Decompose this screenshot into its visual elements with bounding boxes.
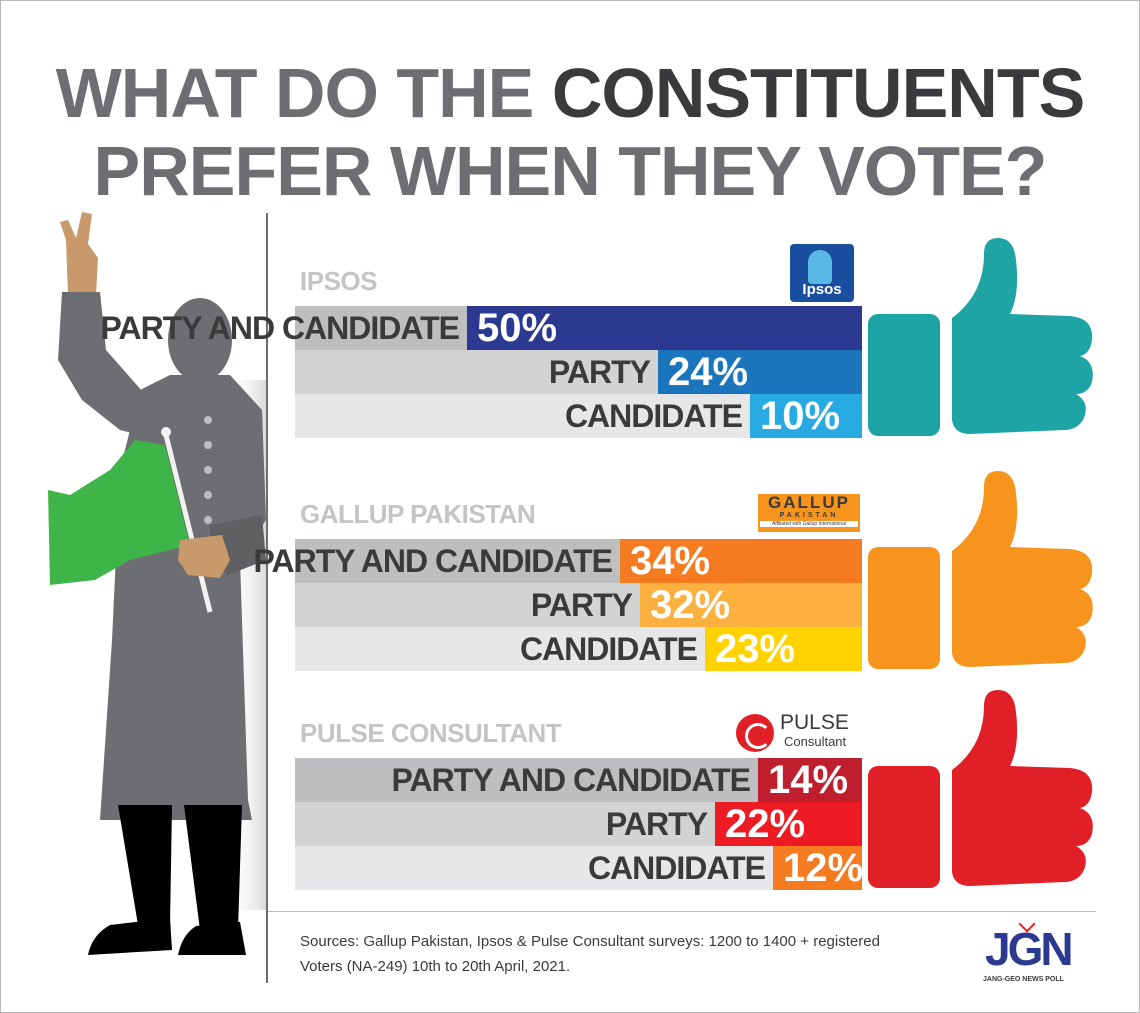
holding-hand — [178, 535, 230, 578]
thumbs-up-icon — [868, 690, 1093, 888]
bar-row: PARTY 24% — [295, 350, 862, 394]
bar — [715, 802, 862, 846]
bar — [750, 394, 862, 438]
jgn-caption: JANG-GEO NEWS POLL — [983, 976, 1064, 983]
title-line-2: PREFER WHEN THEY VOTE? — [93, 132, 1048, 210]
sources-line-2: Voters (NA-249) 10th to 20th April, 2021… — [300, 958, 571, 975]
bar-row: PARTY 32% — [295, 583, 862, 627]
sources-line-1: Sources: Gallup Pakistan, Ipsos & Pulse … — [300, 933, 880, 950]
jgn-logo: JGN JANG-GEO NEWS POLL — [983, 915, 1088, 988]
survey-label: GALLUP PAKISTAN — [300, 499, 536, 529]
bar-row: PARTY 22% — [295, 802, 862, 846]
raised-arm — [58, 292, 160, 440]
flag-pole — [163, 434, 213, 613]
category-label: CANDIDATE — [519, 631, 698, 667]
shoe — [88, 918, 172, 955]
gallup-logo: GALLUP PAKISTAN Affiliated with Gallup Int… — [758, 494, 860, 532]
trousers — [118, 805, 172, 925]
bar-row: PARTY AND CANDIDATE 34% — [254, 539, 862, 583]
value-label: 32% — [650, 583, 731, 627]
value-label: 22% — [725, 802, 806, 846]
bar — [773, 846, 862, 890]
value-label: 12% — [783, 846, 864, 890]
category-label: PARTY AND CANDIDATE — [100, 310, 460, 346]
head — [168, 298, 232, 382]
bar — [705, 627, 862, 671]
category-label: PARTY AND CANDIDATE — [391, 762, 751, 798]
category-label: PARTY — [605, 806, 708, 842]
voter-figure-illustration — [48, 212, 266, 955]
value-label: 23% — [715, 627, 796, 671]
bar — [467, 306, 862, 350]
category-label: CANDIDATE — [587, 850, 766, 886]
thumbs-up-icon — [868, 471, 1093, 669]
category-label: PARTY — [548, 354, 651, 390]
bar — [758, 758, 862, 802]
bar — [620, 539, 862, 583]
bar — [658, 350, 862, 394]
green-flag — [48, 440, 190, 585]
bar-row: PARTY AND CANDIDATE 14% — [295, 758, 862, 802]
value-label: 50% — [477, 306, 558, 350]
thumbs-up-icon — [868, 238, 1093, 436]
bar — [640, 583, 862, 627]
jgn-mark: JGN — [985, 923, 1074, 975]
category-label: PARTY AND CANDIDATE — [253, 543, 613, 579]
category-label: PARTY — [530, 587, 633, 623]
divider-horizontal — [268, 911, 1096, 912]
bar-row: CANDIDATE 23% — [295, 627, 862, 671]
coat — [100, 375, 266, 820]
value-label: 10% — [760, 394, 841, 438]
survey-label: PULSE CONSULTANT — [300, 718, 562, 748]
bar-row: CANDIDATE 12% — [295, 846, 864, 890]
value-label: 14% — [768, 758, 849, 802]
category-label: CANDIDATE — [564, 398, 743, 434]
divider-vertical — [266, 213, 268, 983]
victory-hand — [60, 212, 98, 296]
value-label: 34% — [630, 539, 711, 583]
ipsos-logo: Ipsos — [790, 244, 854, 302]
bar-row: CANDIDATE 10% — [295, 394, 862, 438]
sources-note: Sources: Gallup Pakistan, Ipsos & Pulse … — [300, 929, 880, 979]
value-label: 24% — [668, 350, 749, 394]
pulse-logo: PULSE Consultant — [736, 712, 860, 756]
bar-row: PARTY AND CANDIDATE 50% — [101, 306, 862, 350]
title-line-1: WHAT DO THE CONSTITUENTS — [55, 54, 1086, 132]
survey-label: IPSOS — [300, 266, 377, 296]
